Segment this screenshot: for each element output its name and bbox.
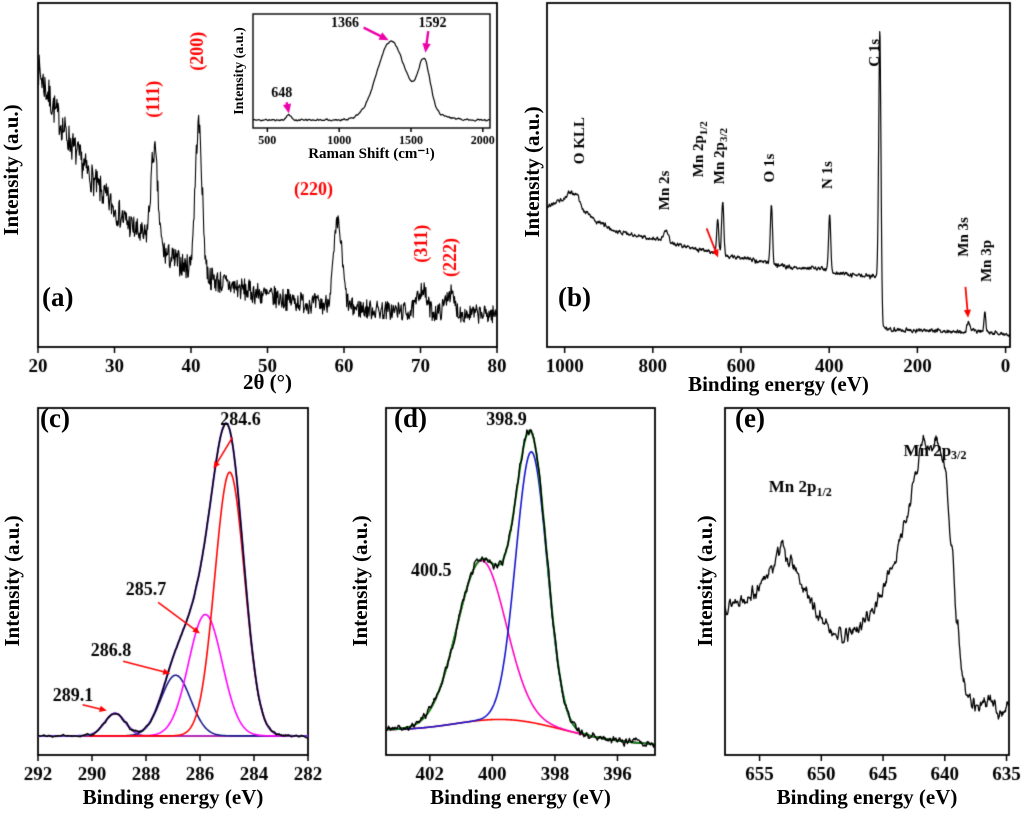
panel-a-letter: (a) [42,282,74,312]
panel-d-letter: (d) [394,403,427,433]
panel-d-n1s: Intensity (a.u.) Binding energy (eV) (d) [341,395,683,822]
panel-b-letter: (b) [558,282,591,312]
raman-inset-ylabel: Intensity (a.u.) [232,27,247,115]
raman-inset-xlabel: Raman Shift (cm⁻¹) [308,146,435,162]
panel-c-ylabel: Intensity (a.u.) [0,515,24,647]
panel-a-canvas [0,0,512,395]
panel-e-letter: (e) [735,403,765,433]
panel-b-canvas [512,0,1024,395]
panel-d-xlabel: Binding energy (eV) [430,785,611,809]
panel-d-ylabel: Intensity (a.u.) [348,515,372,647]
panel-b-ylabel: Intensity (a.u.) [520,106,544,238]
panel-c-xlabel: Binding energy (eV) [82,785,264,809]
panel-c-letter: (c) [40,403,70,433]
panel-e-xlabel: Binding energy (eV) [776,785,958,809]
panel-d-canvas [341,395,683,822]
panel-e-ylabel: Intensity (a.u.) [693,515,717,647]
panel-a-xrd: Intensity (a.u.) 2θ (°) (a) Raman Shift … [0,0,512,395]
panel-b-xps-survey: Intensity (a.u.) Binding energy (eV) (b) [512,0,1024,396]
panel-c-canvas [0,395,341,822]
panel-a-ylabel: Intensity (a.u.) [0,104,23,236]
panel-b-xlabel: Binding energy (eV) [688,372,869,396]
panel-a-xlabel: 2θ (°) [242,370,293,394]
panel-e-canvas [683,395,1024,822]
panel-c-c1s: Intensity (a.u.) Binding energy (eV) (c) [0,395,341,822]
panel-e-mn2p: Intensity (a.u.) Binding energy (eV) (e) [683,395,1024,822]
